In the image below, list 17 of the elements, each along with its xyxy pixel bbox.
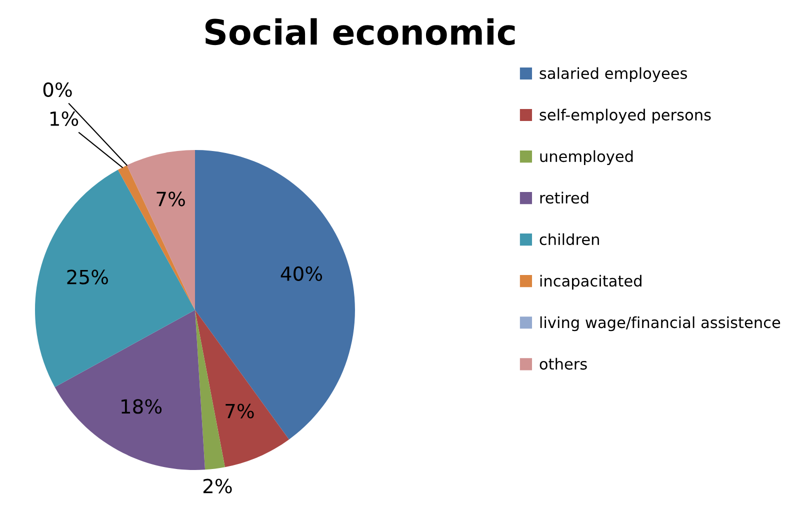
- legend-label: unemployed: [540, 150, 633, 166]
- legend-label: living wage/financial assistence: [540, 316, 780, 332]
- data-label: 25%: [67, 270, 108, 284]
- chart-title: Social economic: [205, 18, 515, 46]
- legend-label: incapacitated: [540, 274, 642, 290]
- data-label: 40%: [280, 266, 322, 282]
- data-label: 7%: [226, 404, 254, 418]
- data-label: 7%: [156, 192, 185, 206]
- legend-label: others: [540, 358, 587, 370]
- text: 0%: [43, 82, 72, 98]
- data-label: 18%: [122, 399, 162, 414]
- data-label: 2%: [203, 478, 232, 494]
- legend-label: self-employed persons: [540, 108, 711, 124]
- data-label: 1%: [50, 111, 78, 126]
- legend-label: retired: [540, 192, 588, 204]
- legend-label: children: [540, 233, 599, 246]
- legend-label: salaried employees: [540, 67, 687, 82]
